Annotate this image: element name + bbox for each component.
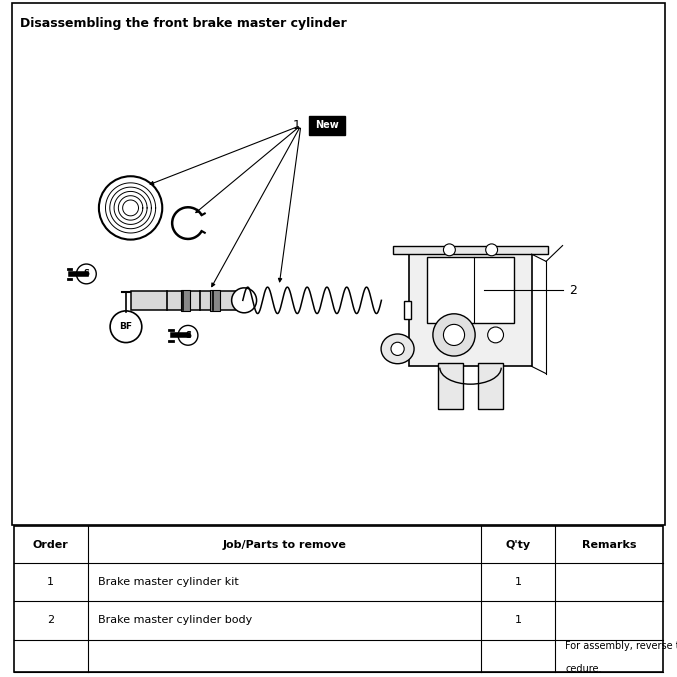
Text: cedure.: cedure.: [565, 664, 602, 674]
Circle shape: [485, 244, 498, 256]
Text: New: New: [315, 121, 338, 131]
Text: 1: 1: [515, 577, 521, 587]
Text: Brake master cylinder body: Brake master cylinder body: [98, 615, 253, 625]
Bar: [181, 290, 190, 311]
Bar: [427, 257, 515, 322]
Bar: [309, 116, 345, 135]
Bar: [478, 363, 503, 409]
Circle shape: [443, 324, 464, 345]
Text: S: S: [185, 331, 191, 340]
Text: 1: 1: [293, 119, 301, 132]
Circle shape: [487, 327, 504, 343]
Text: Order: Order: [33, 540, 68, 550]
Bar: [211, 290, 220, 311]
Text: 2: 2: [47, 615, 54, 625]
Text: S: S: [83, 269, 89, 278]
Bar: [410, 254, 531, 366]
Circle shape: [391, 343, 404, 355]
Bar: [131, 291, 243, 309]
Text: Job/Parts to remove: Job/Parts to remove: [223, 540, 346, 550]
Bar: [404, 301, 411, 320]
Text: For assembly, reverse the disassembly pro-: For assembly, reverse the disassembly pr…: [565, 641, 677, 651]
Circle shape: [77, 264, 96, 284]
Ellipse shape: [381, 334, 414, 364]
Text: 1: 1: [47, 577, 54, 587]
Bar: [438, 363, 463, 409]
Text: 1: 1: [515, 615, 521, 625]
Text: Q'ty: Q'ty: [505, 540, 531, 550]
Text: 2: 2: [569, 284, 577, 297]
Bar: [393, 246, 548, 254]
Circle shape: [178, 326, 198, 345]
Text: Remarks: Remarks: [582, 540, 636, 550]
Circle shape: [110, 311, 141, 343]
Circle shape: [443, 244, 456, 256]
Text: Disassembling the front brake master cylinder: Disassembling the front brake master cyl…: [20, 16, 347, 30]
Text: BF: BF: [119, 322, 133, 331]
Circle shape: [433, 314, 475, 356]
Circle shape: [232, 288, 257, 313]
Text: Brake master cylinder kit: Brake master cylinder kit: [98, 577, 239, 587]
